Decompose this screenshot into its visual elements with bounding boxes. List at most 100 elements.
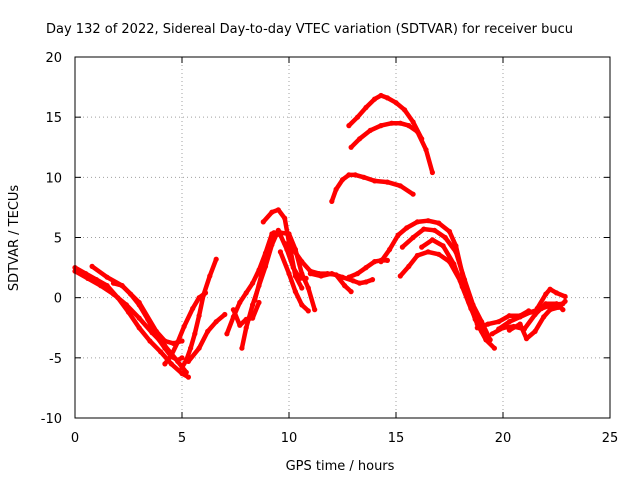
data-point: [528, 309, 534, 315]
data-point: [352, 172, 358, 178]
data-series-26: [534, 286, 568, 312]
data-point: [292, 273, 298, 279]
data-series-10: [230, 299, 262, 328]
x-axis-label: GPS time / hours: [286, 459, 395, 474]
data-point: [506, 327, 512, 333]
data-point: [397, 120, 403, 126]
data-point: [483, 337, 489, 343]
data-series-7: [185, 311, 228, 364]
data-point: [440, 243, 446, 249]
data-point: [429, 169, 435, 176]
data-point: [468, 305, 474, 312]
y-tick-label: 15: [45, 111, 62, 126]
data-point: [425, 218, 431, 224]
data-point: [549, 302, 555, 308]
data-point: [534, 305, 540, 312]
data-point: [354, 271, 361, 277]
data-point: [429, 237, 435, 243]
data-point: [397, 183, 403, 189]
data-point: [367, 127, 373, 133]
data-point: [299, 271, 305, 277]
data-point: [560, 307, 566, 313]
data-point: [425, 249, 431, 255]
data-point: [419, 136, 425, 142]
ticks: [74, 56, 611, 419]
data-point: [168, 361, 174, 367]
data-series-9: [239, 227, 281, 351]
data-point: [532, 328, 538, 334]
data-point: [286, 271, 292, 277]
data-point: [292, 289, 298, 295]
data-point: [110, 291, 117, 297]
data-point: [384, 95, 390, 101]
data-point: [179, 355, 185, 361]
data-point: [410, 234, 416, 241]
data-point: [290, 246, 296, 253]
data-point: [372, 259, 378, 265]
data-point: [333, 186, 339, 192]
data-point: [243, 325, 249, 331]
data-point: [419, 244, 425, 250]
data-point: [562, 298, 568, 304]
data-arc-line: [329, 172, 416, 204]
data-point: [361, 174, 367, 180]
data-point: [378, 123, 384, 129]
data-point: [243, 290, 249, 296]
data-point: [423, 147, 429, 153]
data-point: [185, 374, 191, 380]
data-point: [158, 349, 164, 355]
data-point: [372, 96, 378, 102]
data-point: [446, 228, 453, 235]
data-point: [175, 357, 181, 363]
data-point: [275, 207, 281, 213]
data-point: [517, 314, 523, 320]
data-point: [250, 315, 256, 321]
data-arc-line: [111, 280, 185, 363]
data-point: [213, 319, 219, 325]
data-point: [442, 234, 448, 241]
data-point: [277, 230, 283, 236]
data-point: [404, 225, 410, 231]
data-point: [183, 369, 189, 375]
data-point: [181, 323, 187, 330]
data-point: [147, 338, 153, 344]
data-point: [282, 215, 288, 221]
data-point: [299, 259, 305, 265]
data-point: [410, 119, 416, 125]
data-series-29: [346, 92, 425, 142]
data-series-20: [397, 249, 497, 351]
data-point: [372, 178, 378, 184]
data-point: [237, 299, 243, 306]
data-arc-line: [348, 120, 435, 175]
data-point: [239, 345, 245, 351]
data-point: [402, 107, 408, 113]
data-point: [175, 339, 181, 345]
data-point: [348, 144, 354, 150]
data-point: [307, 271, 313, 277]
data-point: [252, 297, 258, 303]
data-point: [384, 257, 390, 263]
data-point: [517, 321, 523, 327]
data-point: [547, 307, 553, 313]
grid: [75, 57, 610, 418]
data-point: [250, 280, 256, 286]
data-point: [119, 283, 125, 289]
y-tick-label: -10: [41, 412, 62, 427]
data-point: [222, 311, 228, 318]
data-point: [389, 120, 395, 126]
data-point: [224, 331, 230, 337]
data-point: [523, 336, 530, 342]
data-point: [421, 226, 427, 232]
data-point: [491, 345, 497, 351]
data-point: [98, 283, 104, 289]
data-point: [243, 316, 249, 322]
data-point: [162, 338, 168, 344]
data-point: [89, 263, 95, 269]
data-point: [188, 345, 194, 351]
data-point: [136, 302, 142, 308]
data-point: [350, 278, 356, 284]
data-point: [496, 326, 502, 332]
data-point: [363, 279, 369, 285]
data-point: [329, 198, 335, 204]
data-point: [363, 265, 369, 271]
